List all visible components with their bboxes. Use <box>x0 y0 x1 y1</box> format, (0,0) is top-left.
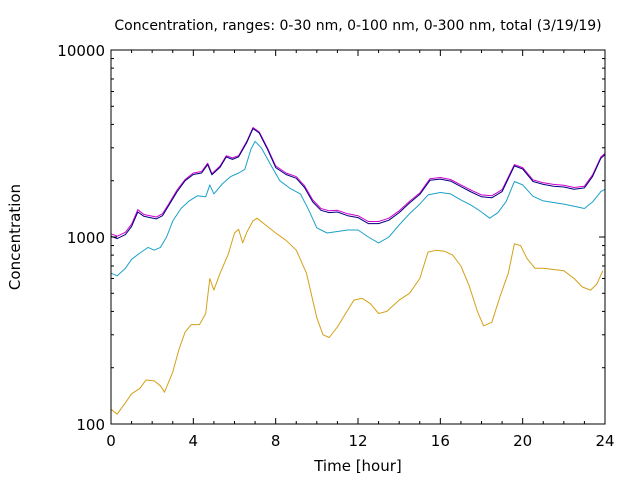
series-line-4 <box>110 128 606 240</box>
tick-layer: 0 4 8 12 16 20 24 100 1000 10000 <box>57 42 614 450</box>
x-tick-label: 16 <box>431 432 450 450</box>
x-tick-label: 4 <box>189 432 199 450</box>
y-axis-label: Concentration <box>6 184 24 290</box>
y-tick-label: 100 <box>76 416 105 434</box>
x-tick-label: 12 <box>348 432 367 450</box>
x-tick-label: 0 <box>106 432 116 450</box>
series-layer <box>110 127 606 415</box>
series-line-1 <box>110 217 604 415</box>
y-tick-label: 1000 <box>67 229 105 247</box>
series-line-2 <box>110 140 606 277</box>
x-axis-label: Time [hour] <box>313 457 402 475</box>
series-line-3 <box>110 127 606 237</box>
plot-frame <box>110 49 606 425</box>
y-tick-label: 10000 <box>57 42 105 60</box>
x-tick-label: 20 <box>513 432 532 450</box>
chart-title: Concentration, ranges: 0-30 nm, 0-100 nm… <box>114 18 601 34</box>
x-tick-label: 8 <box>271 432 281 450</box>
x-tick-label: 24 <box>595 432 614 450</box>
